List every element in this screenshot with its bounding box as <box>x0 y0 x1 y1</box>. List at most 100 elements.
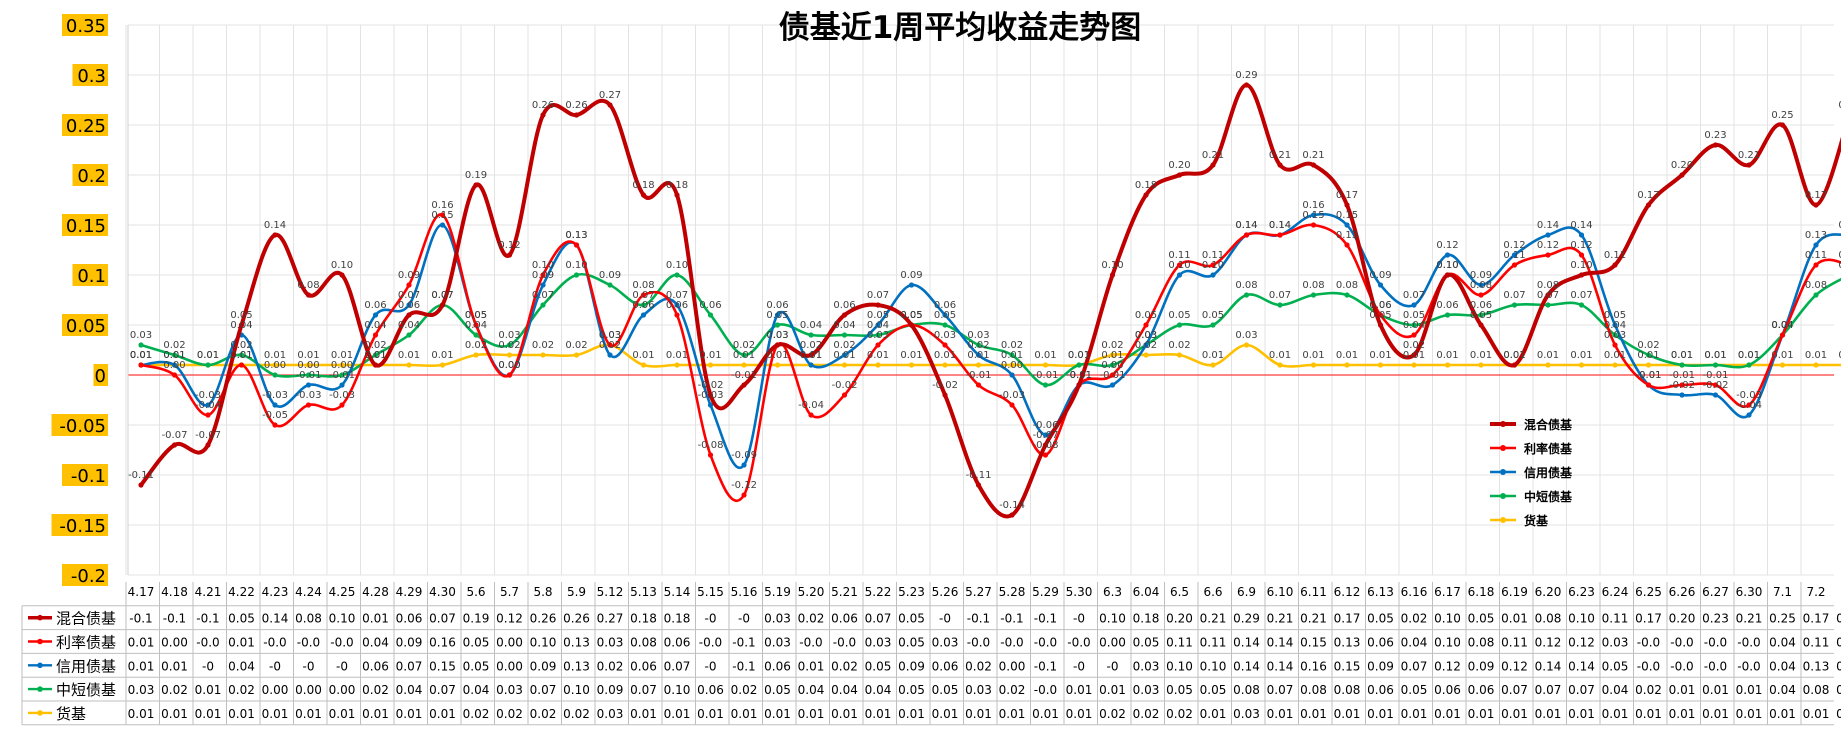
table-cell: 0.14 <box>1267 636 1294 650</box>
series-3-point <box>1411 322 1417 328</box>
series-3-point <box>1076 362 1082 368</box>
series-3-point <box>138 342 144 348</box>
data-label: 0.01 <box>1101 350 1123 361</box>
table-cell: 0.12 <box>1434 659 1461 673</box>
table-cell: 0.10 <box>1166 659 1193 673</box>
table-cell: 0.02 <box>1635 683 1662 697</box>
series-1-point <box>1176 262 1183 268</box>
x-tick-label: 5.15 <box>697 585 724 599</box>
table-cell: -0.1 <box>1000 612 1023 626</box>
table-cell: 0.04 <box>865 683 892 697</box>
data-label: 0.04 <box>800 320 822 331</box>
data-label: 0.05 <box>900 310 922 321</box>
table-cell: 0.06 <box>1468 683 1495 697</box>
table-cell: 0.15 <box>1300 636 1327 650</box>
series-1-point <box>506 372 513 378</box>
table-cell: 0.01 <box>1635 707 1662 721</box>
data-label: 0.07 <box>1537 290 1559 301</box>
y-tick-highlight <box>72 264 108 286</box>
series-1-point <box>1344 242 1350 248</box>
series-3-point <box>808 332 814 338</box>
table-cell: 0.01 <box>865 707 892 721</box>
table-cell: 0.20 <box>1669 612 1696 626</box>
data-label: 0.02 <box>1403 340 1425 351</box>
data-label: 0.14 <box>1838 220 1841 231</box>
data-label: 0.04 <box>1604 320 1626 331</box>
table-cell: 0.01 <box>195 683 222 697</box>
table-cell: -0.0 <box>1637 636 1660 650</box>
x-tick-label: 5.30 <box>1066 585 1093 599</box>
data-label: 0.05 <box>900 310 922 321</box>
table-cell: 0.01 <box>1736 707 1763 721</box>
data-label-layer: -0.11-0.07 -0.070.050.140.080.100.010.060… <box>128 70 1841 511</box>
series-1-point <box>707 452 714 458</box>
legend-marker <box>1500 517 1506 523</box>
series-4-point <box>339 362 345 368</box>
data-label: 0.01 <box>331 350 353 361</box>
data-label: 0.14 <box>1570 220 1592 231</box>
data-label: 0.01 <box>699 350 721 361</box>
series-3-point <box>875 332 881 338</box>
table-cell: 0.03 <box>865 636 892 650</box>
data-label: 0.04 <box>1771 320 1793 331</box>
table-series-name: 利率债基 <box>56 634 116 652</box>
table-cell: 0.01 <box>1099 683 1126 697</box>
data-label: 0.08 <box>1302 280 1324 291</box>
table-cell: 0.05 <box>228 612 255 626</box>
series-2-point <box>774 312 781 318</box>
data-label: 0.03 <box>867 330 889 341</box>
data-label: 0.01 <box>130 350 152 361</box>
table-cell: 0.01 <box>1434 707 1461 721</box>
data-label: 0.01 <box>398 350 420 361</box>
data-label: 0.14 <box>1235 220 1257 231</box>
table-cell: 0.03 <box>1133 683 1160 697</box>
series-0-point <box>1143 192 1149 198</box>
series-2-point <box>808 362 814 368</box>
table-cell: 0.10 <box>1836 683 1841 697</box>
data-label: 0.01 <box>1068 350 1090 361</box>
data-label: 0.01 <box>1805 350 1827 361</box>
series-4-point <box>1377 362 1384 368</box>
data-label: 0.01 <box>733 350 755 361</box>
table-cell: 0.10 <box>1099 612 1126 626</box>
series-3-point <box>674 272 680 278</box>
data-label: -0.07 <box>162 430 188 441</box>
data-label: 0.01 <box>163 350 185 361</box>
table-cell: -0.0 <box>196 636 219 650</box>
y-tick-highlight <box>62 114 108 136</box>
table-cell: 0.01 <box>161 659 188 673</box>
table-cell: 0.01 <box>1066 707 1093 721</box>
table-cell: 0.03 <box>764 612 791 626</box>
table-cell: 0.02 <box>362 683 389 697</box>
series-0-point <box>1511 362 1518 368</box>
data-label: 0.05 <box>465 310 487 321</box>
series-1-point <box>1310 222 1317 228</box>
data-label: -0.07 <box>1033 430 1059 441</box>
series-0-point <box>640 192 647 198</box>
data-label: 0.18 <box>666 180 688 191</box>
table-cell: 0.14 <box>1535 659 1562 673</box>
data-label: 0.17 <box>1805 190 1827 201</box>
table-cell: -0.0 <box>799 636 822 650</box>
data-label: 0.01 <box>364 350 386 361</box>
table-cell: 0.06 <box>396 612 423 626</box>
data-label: 0.14 <box>1269 220 1291 231</box>
series-0-point <box>1310 162 1317 168</box>
table-cell: 0.03 <box>128 683 155 697</box>
table-cell: 0.10 <box>664 683 691 697</box>
data-label: 0.01 <box>1738 350 1760 361</box>
table-cell: 0.00 <box>1099 636 1126 650</box>
series-0-point <box>875 302 881 308</box>
series-0-point <box>741 382 747 388</box>
table-cell: 0.16 <box>1300 659 1327 673</box>
data-label: 0.01 <box>1838 350 1841 361</box>
data-label: 0.08 <box>632 280 654 291</box>
data-label: -0.14 <box>999 500 1025 511</box>
table-cell: 0.04 <box>798 683 825 697</box>
table-cell: -0.1 <box>732 659 755 673</box>
table-cell: 0.15 <box>1334 659 1361 673</box>
series-0-point <box>473 182 479 188</box>
series-4-point <box>1176 352 1183 358</box>
data-label: 0.04 <box>465 320 487 331</box>
series-0-point <box>171 442 178 448</box>
